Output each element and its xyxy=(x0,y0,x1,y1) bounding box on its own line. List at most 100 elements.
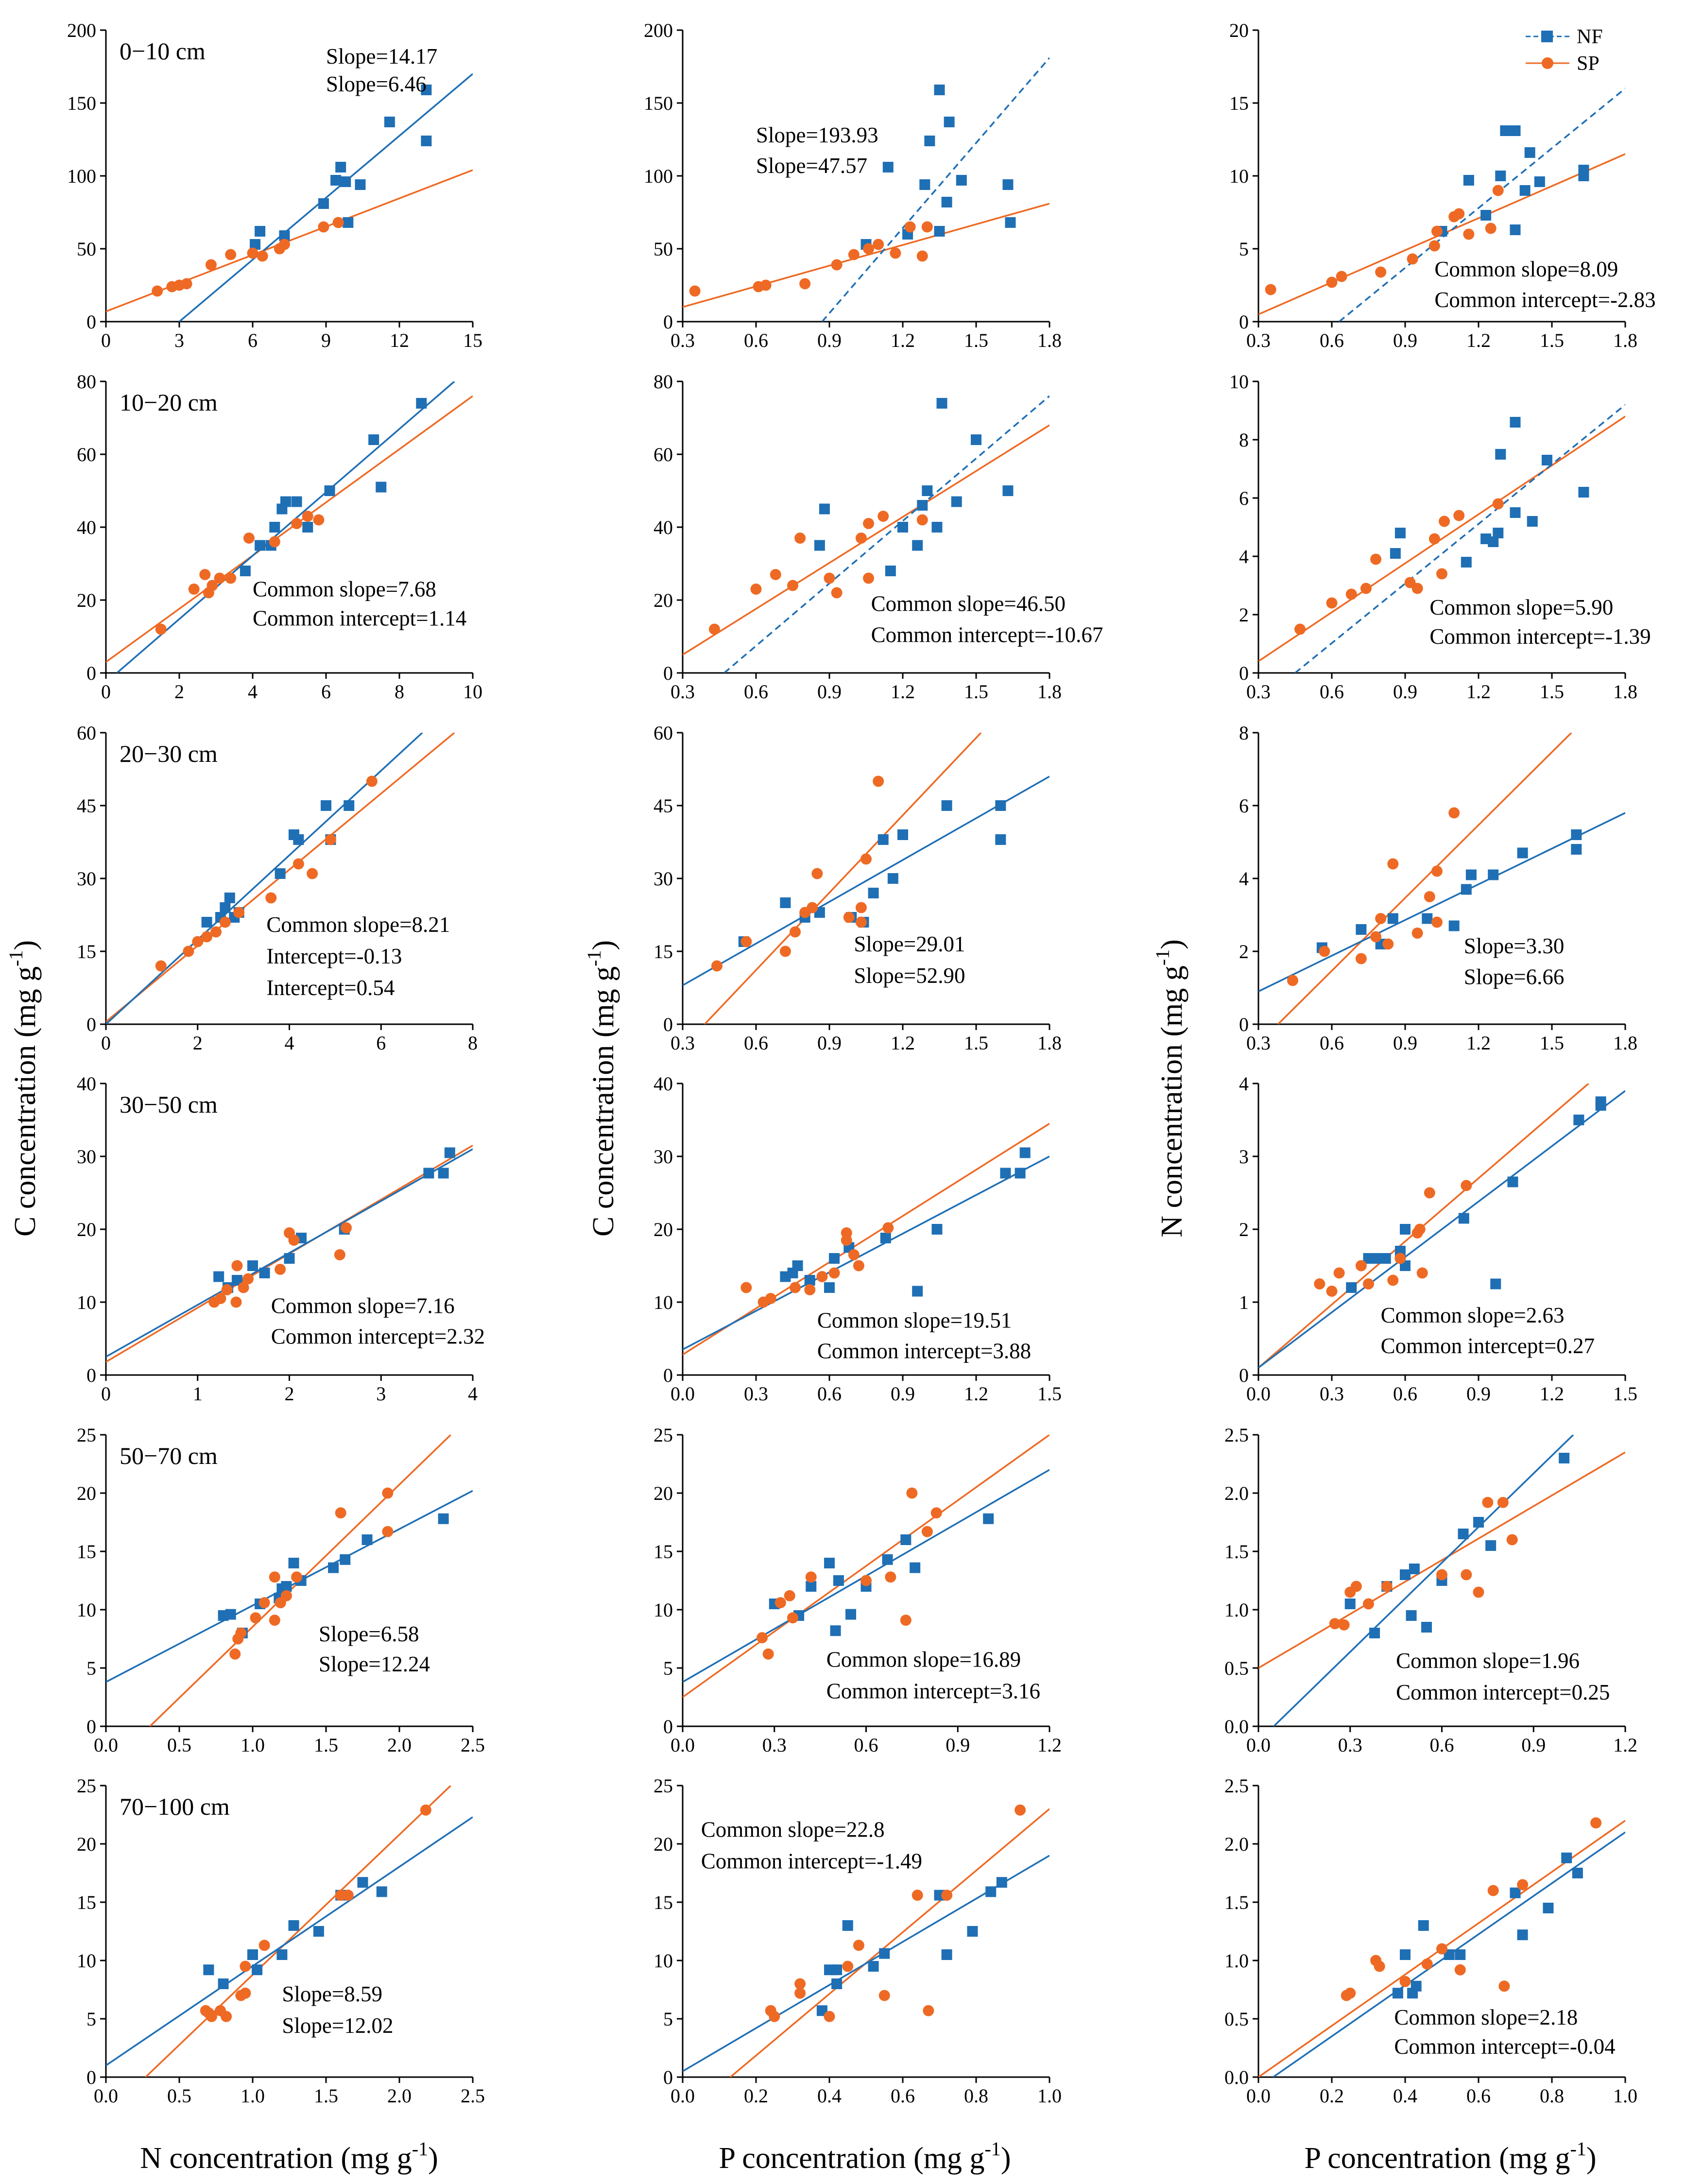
x-tick-label: 0.4 xyxy=(817,2085,842,2107)
x-tick-label: 1 xyxy=(193,1383,203,1405)
x-tick-label: 0.2 xyxy=(1320,2085,1344,2107)
nf-point xyxy=(882,162,894,172)
sp-point xyxy=(229,1648,241,1660)
nf-point xyxy=(1495,449,1506,460)
annotation: Slope=6.66 xyxy=(1464,965,1565,989)
x-tick-label: 1.0 xyxy=(1613,2085,1637,2107)
sp-point xyxy=(762,1648,774,1660)
x-tick-label: 0.0 xyxy=(1246,1383,1271,1405)
x-tick-label: 0 xyxy=(101,681,111,703)
sp-point xyxy=(794,533,806,544)
sp-point xyxy=(1411,928,1423,939)
nf-point xyxy=(1409,1564,1420,1574)
nf-point xyxy=(897,829,908,840)
x-tick-label: 4 xyxy=(468,1383,478,1405)
nf-regression-line xyxy=(821,57,1049,322)
sp-point xyxy=(278,239,290,250)
annotation: Slope=47.57 xyxy=(756,154,867,178)
y-tick-label: 20 xyxy=(654,1482,673,1504)
nf-point xyxy=(1344,1599,1356,1609)
sp-point xyxy=(1326,1286,1338,1297)
nf-point xyxy=(792,1260,803,1271)
nf-point xyxy=(203,1964,214,1976)
x-tick-label: 4 xyxy=(285,1032,294,1054)
sp-point xyxy=(258,1940,270,1951)
x-tick-label: 0.3 xyxy=(1246,681,1271,703)
plot-area xyxy=(683,1123,1049,1356)
y-tick-label: 15 xyxy=(654,1892,673,1913)
sp-point xyxy=(774,1597,786,1609)
nf-point xyxy=(1510,125,1521,136)
x-tick-label: 0.6 xyxy=(744,681,768,703)
y-tick-label: 2.0 xyxy=(1224,1482,1249,1504)
nf-point xyxy=(361,1534,373,1545)
nf-point xyxy=(1370,1253,1381,1264)
nf-point xyxy=(355,179,366,190)
nf-point xyxy=(438,1168,449,1179)
sp-point xyxy=(923,2005,934,2016)
panel-r4-c1: 0.0 0.3 0.6 0.9 1.2 0 5 10 15 20 25 Common slope=16… xyxy=(654,1424,1062,1756)
x-tick-label: 4 xyxy=(248,681,258,703)
sp-point xyxy=(221,1284,233,1295)
y-tick-label: 60 xyxy=(77,722,96,744)
x-tick-label: 0.6 xyxy=(744,329,768,351)
annotation: Slope=6.58 xyxy=(319,1622,419,1646)
nf-point xyxy=(900,1534,912,1545)
sp-point xyxy=(787,1612,798,1624)
annotation: Slope=8.59 xyxy=(282,1982,382,2006)
y-tick-label: 10 xyxy=(1229,165,1249,187)
x-tick-label: 1.5 xyxy=(1540,681,1564,703)
sp-point xyxy=(334,1249,345,1260)
y-tick-label: 6 xyxy=(1239,795,1249,817)
sp-point xyxy=(307,868,318,879)
sp-point xyxy=(855,916,867,928)
sp-point xyxy=(1473,1586,1484,1598)
sp-point xyxy=(1448,807,1460,819)
y-tick-label: 0 xyxy=(86,1364,96,1386)
y-tick-label: 3 xyxy=(1239,1146,1249,1168)
nf-point xyxy=(328,1562,339,1573)
sp-point xyxy=(288,1235,300,1246)
x-tick-label: 0.9 xyxy=(817,329,842,351)
nf-point xyxy=(335,162,346,172)
panel-r2-c1: 0.3 0.6 0.9 1.2 1.5 1.8 0 15 30 45 60 Slope=29.01 Sl… xyxy=(654,722,1062,1054)
y-tick-label: 1.5 xyxy=(1224,1892,1249,1913)
nf-point xyxy=(1561,1852,1572,1863)
sp-point xyxy=(878,1990,890,2001)
sp-point xyxy=(757,1632,768,1644)
sp-point xyxy=(804,1284,816,1295)
nf-point xyxy=(255,226,266,237)
nf-point xyxy=(255,540,266,551)
y-tick-label: 2.0 xyxy=(1224,1833,1249,1855)
nf-point xyxy=(1418,1920,1429,1931)
x-tick-label: 1.2 xyxy=(964,1383,988,1405)
legend-sp-marker xyxy=(1542,57,1553,69)
y-tick-label: 25 xyxy=(654,1775,673,1797)
nf-regression-line xyxy=(683,1155,1049,1351)
sp-point xyxy=(199,569,211,580)
panel-r3-c1: 0.0 0.3 0.6 0.9 1.2 1.5 0 10 20 30 40 Common slope=… xyxy=(654,1073,1062,1405)
nf-point xyxy=(1571,844,1582,855)
sp-point xyxy=(906,1487,918,1499)
sp-point xyxy=(843,911,855,923)
y-tick-label: 5 xyxy=(86,2008,96,2030)
sp-point xyxy=(930,1507,942,1519)
nf-point xyxy=(438,1513,449,1524)
x-tick-label: 1.5 xyxy=(1540,329,1564,351)
nf-point xyxy=(231,1275,242,1286)
x-tick-label: 0.9 xyxy=(1521,1734,1546,1756)
sp-regression-line xyxy=(1258,415,1625,662)
nf-point xyxy=(1517,1929,1528,1941)
nf-point xyxy=(917,500,928,511)
sp-point xyxy=(183,946,194,957)
annotation: Common intercept=-10.67 xyxy=(871,622,1103,647)
nf-point xyxy=(376,482,387,493)
nf-point xyxy=(919,179,930,190)
nf-point xyxy=(275,868,286,879)
x-tick-label: 0.9 xyxy=(1393,681,1417,703)
nf-point xyxy=(444,1147,455,1158)
y-tick-label: 4 xyxy=(1239,868,1249,890)
x-tick-label: 1.2 xyxy=(1466,681,1491,703)
x-tick-label: 2 xyxy=(285,1383,294,1405)
x-tick-label: 6 xyxy=(321,681,331,703)
